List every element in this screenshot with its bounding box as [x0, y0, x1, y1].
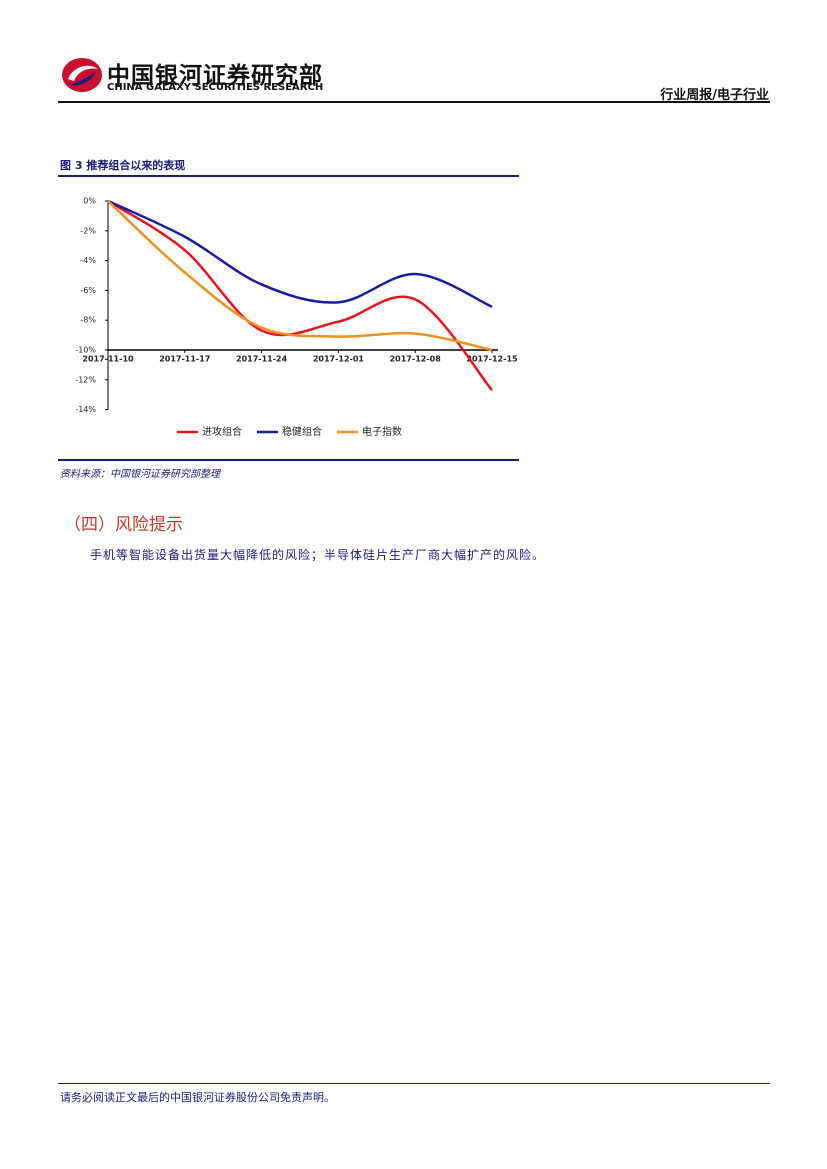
paragraph: 手机等智能设备出货量大幅降低的风险；半导体硅片生产厂商大幅扩产的风险。 [90, 548, 546, 562]
header-rule [58, 101, 770, 103]
y-tick-label: -8% [80, 316, 96, 325]
footer-rule [58, 1083, 770, 1084]
y-tick-label: 0% [83, 197, 96, 206]
section-heading: （四）风险提示 [64, 515, 183, 535]
y-tick-label: -2% [80, 226, 96, 235]
footer: 请务必阅读正文最后的中国银河证券股份公司免责声明。 [60, 1091, 335, 1104]
chart: 0% -2% -4% -6% -8% -10% -12% -14% 2017-11-10 2017… [75, 197, 518, 439]
report-kind: 行业周报/电子行业 [660, 88, 769, 103]
legend-label: 稳健组合 [282, 425, 322, 438]
x-tick-label: 2017-11-17 [159, 355, 210, 364]
x-tick-label: 2017-12-08 [390, 355, 442, 364]
figure-source: 资料来源：中国银河证券研究部整理 [60, 469, 220, 480]
y-tick-label: -10% [75, 346, 96, 355]
legend-label: 进攻组合 [202, 425, 242, 438]
y-tick-label: -14% [75, 405, 96, 414]
x-tick-label: 2017-11-24 [236, 355, 288, 364]
x-tick-label: 2017-12-01 [313, 355, 365, 364]
y-tick-label: -12% [75, 375, 96, 384]
x-tick-label: 2017-11-10 [82, 355, 134, 364]
y-tick-label: -6% [80, 286, 96, 295]
brand-name-en: CHINA GALAXY SECURITIES RESEARCH [107, 82, 324, 93]
figure-title: 图 3 推荐组合以来的表现 [60, 159, 186, 172]
brand-name: 中国银河证券研究部 [107, 63, 323, 89]
figure-rule [58, 175, 519, 177]
legend-label: 电子指数 [362, 425, 402, 438]
series-line [107, 199, 493, 308]
series-line [107, 200, 493, 352]
series-line [107, 199, 493, 392]
x-tick-label: 2017-12-15 [466, 355, 518, 364]
figure-rule [58, 459, 519, 461]
logo [62, 58, 102, 92]
y-tick-label: -4% [80, 256, 96, 265]
